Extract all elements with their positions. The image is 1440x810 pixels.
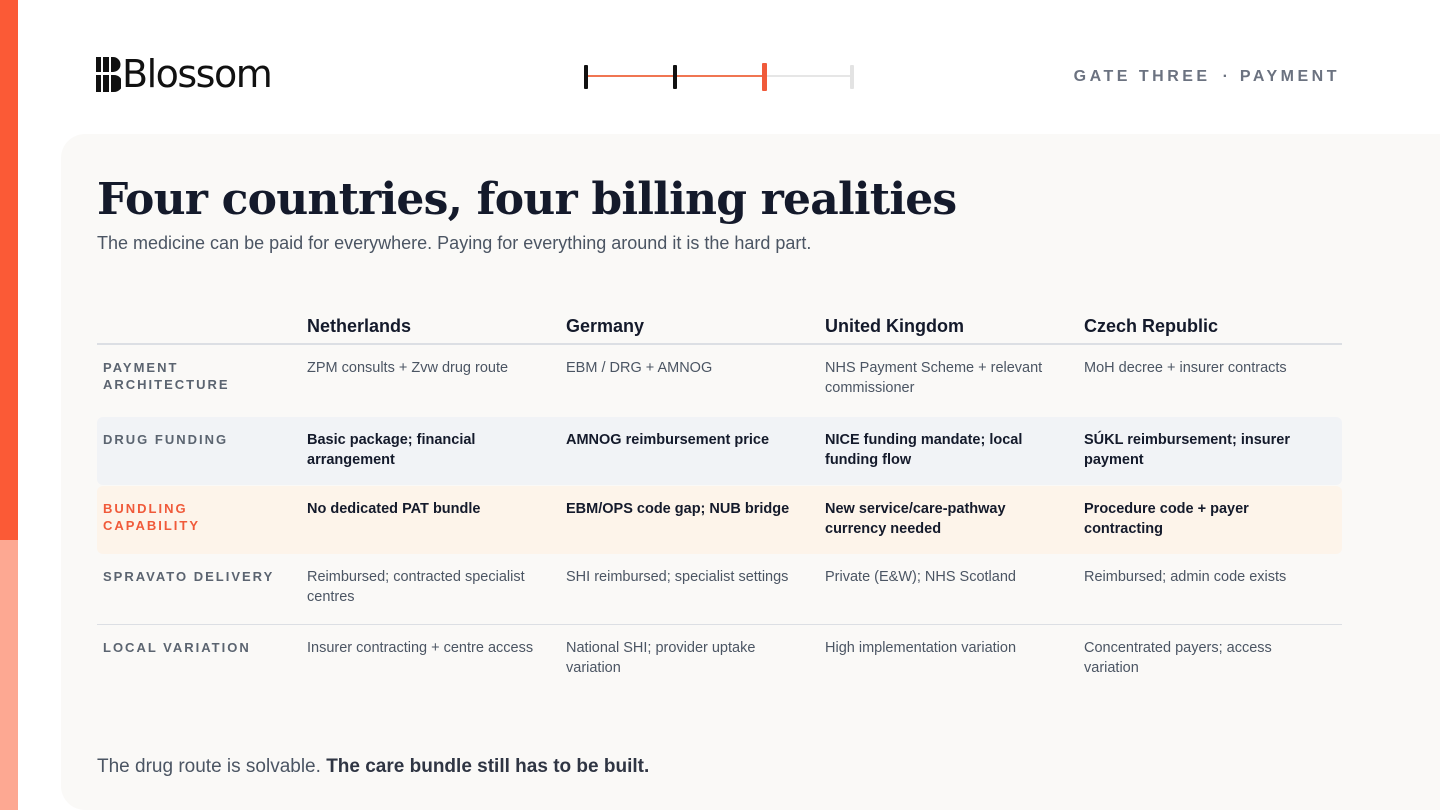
column-header-germany: Germany [566,316,645,336]
column-header-united-kingdom: United Kingdom [825,316,964,336]
table-cell: National SHI; provider uptake variation [566,640,756,676]
progress-step-1 [584,65,588,89]
progress-step-3-current [762,63,767,91]
table-cell: AMNOG reimbursement price [566,432,770,448]
table-row-local-variation: LOCAL VARIATION Insurer contracting + ce… [97,624,1342,693]
takeaway-lead: The drug route is solvable. [97,756,321,777]
table-cell: Insurer contracting + centre access [307,640,534,656]
table-cell: EBM/OPS code gap; NUB bridge [566,501,790,517]
column-header-netherlands: Netherlands [307,316,412,336]
row-label: PAYMENT ARCHITECTURE [103,360,230,392]
blossom-logo-icon [96,56,121,92]
table-cell: Procedure code + payer contracting [1084,501,1249,537]
gate-stage: PAYMENT [1239,68,1340,85]
table-cell: EBM / DRG + AMNOG [566,360,713,376]
row-label-highlighted: BUNDLING CAPABILITY [103,501,201,533]
row-label: DRUG FUNDING [103,432,229,447]
table-cell: ZPM consults + Zvw drug route [307,360,509,376]
progress-step-4 [850,65,854,89]
table-cell: SHI reimbursed; specialist settings [566,569,789,585]
table-cell: SÚKL reimbursement; insurer payment [1084,432,1291,468]
row-label: LOCAL VARIATION [103,640,251,655]
accent-bar-light [0,540,18,810]
table-header-row: Netherlands Germany United Kingdom Czech… [97,308,1342,345]
column-header-czech-republic: Czech Republic [1084,316,1219,336]
table-cell: NHS Payment Scheme + relevant commission… [825,360,1043,396]
brand-wordmark: Blossom [122,52,273,96]
progress-track-remaining [764,75,854,77]
takeaway-emphasis: The care bundle still has to be built. [326,756,650,777]
table-row-payment-architecture: PAYMENT ARCHITECTURE ZPM consults + Zvw … [97,345,1342,417]
gate-number: GATE THREE [1073,68,1211,85]
row-label: SPRAVATO DELIVERY [103,569,275,584]
table-row-drug-funding: DRUG FUNDING Basic package; financial ar… [97,417,1342,485]
table-cell: NICE funding mandate; local funding flow [825,432,1023,468]
table-cell: High implementation variation [825,640,1017,656]
table-cell: New service/care-pathway currency needed [825,501,1006,537]
table-cell: Reimbursed; contracted specialist centre… [307,569,525,605]
table-row-bundling-capability: BUNDLING CAPABILITY No dedicated PAT bun… [97,486,1342,554]
column-header-blank [97,308,307,343]
billing-comparison-table: Netherlands Germany United Kingdom Czech… [97,308,1342,693]
table-cell: Private (E&W); NHS Scotland [825,569,1016,585]
gate-separator: · [1222,68,1228,85]
table-cell: Concentrated payers; access variation [1084,640,1272,676]
progress-step-2 [673,65,677,89]
gate-progress-indicator [584,62,858,91]
slide-title: Four countries, four billing realities [97,174,957,225]
gate-label: GATE THREE · PAYMENT [1074,68,1340,86]
takeaway-line: The drug route is solvable. The care bun… [97,756,649,778]
table-row-spravato-delivery: SPRAVATO DELIVERY Reimbursed; contracted… [97,554,1342,624]
table-cell: No dedicated PAT bundle [307,501,481,517]
brand-logo: Blossom [96,52,273,96]
accent-bar [0,0,18,540]
table-cell: Reimbursed; admin code exists [1084,569,1287,585]
table-cell: MoH decree + insurer contracts [1084,360,1287,376]
slide-subtitle: The medicine can be paid for everywhere.… [97,233,812,253]
table-cell: Basic package; financial arrangement [307,432,476,468]
